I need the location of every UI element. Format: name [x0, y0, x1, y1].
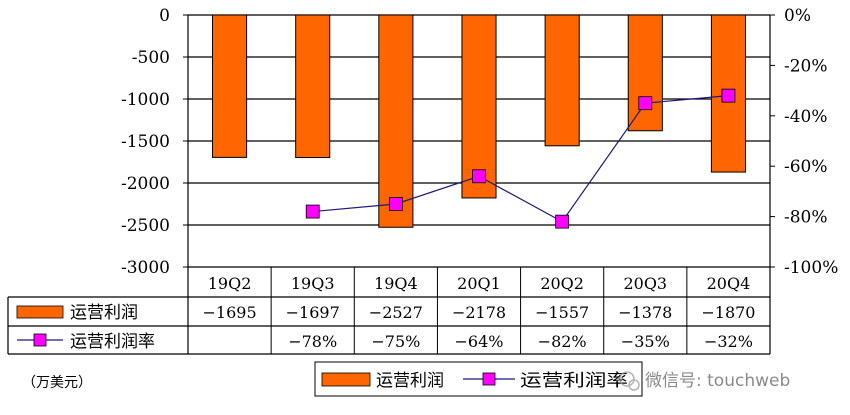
- profit-value-20Q4: −1870: [701, 303, 755, 322]
- legend-key-bar: [321, 372, 371, 387]
- category-label-20Q4: 20Q4: [707, 274, 751, 293]
- profit-value-20Q3: −1378: [618, 303, 672, 322]
- margin-point-20Q1: [472, 169, 486, 184]
- left-tick-label: -500: [132, 48, 170, 68]
- legend-label-profit: 运营利润: [376, 371, 444, 391]
- margin-value-19Q3: −78%: [288, 332, 337, 351]
- profit-value-19Q2: −1695: [203, 303, 257, 322]
- left-tick-label: -3000: [121, 258, 170, 278]
- right-tick-label: -20%: [784, 56, 828, 76]
- category-label-19Q3: 19Q3: [291, 274, 335, 293]
- bar-19Q3: [295, 14, 331, 159]
- category-label-20Q2: 20Q2: [540, 274, 584, 293]
- right-axis: 0% -20% -40% -60% -80% -100%: [770, 6, 838, 278]
- bar-20Q1: [461, 14, 497, 199]
- left-tick-label: -2000: [121, 174, 170, 194]
- margin-point-20Q4: [721, 88, 736, 103]
- bar-19Q4: [378, 14, 414, 228]
- bar-20Q3: [627, 14, 663, 132]
- profit-value-20Q1: −2178: [452, 303, 506, 322]
- right-tick-label: -40%: [784, 107, 828, 127]
- row-label-profit: 运营利润: [70, 303, 138, 323]
- wechat-bubble-small: [628, 379, 640, 391]
- category-label-19Q2: 19Q2: [208, 274, 252, 293]
- margin-series-line: [312, 95, 729, 223]
- watermark: 微信号: touchweb: [619, 371, 790, 391]
- category-label-20Q1: 20Q1: [457, 274, 501, 293]
- right-tick-label: -100%: [784, 258, 838, 278]
- row-label-margin: 运营利润率: [70, 332, 155, 352]
- margin-value-20Q4: −32%: [704, 332, 753, 351]
- bar-19Q2: [212, 14, 248, 158]
- legend-key-marker: [482, 372, 496, 386]
- category-label-19Q4: 19Q4: [374, 274, 418, 293]
- legend: 运营利润 运营利润率: [314, 361, 643, 397]
- left-axis: 0 -500 -1000 -1500 -2000 -2500 -3000: [121, 6, 188, 278]
- left-tick-label: -2500: [121, 216, 170, 236]
- margin-value-20Q1: −64%: [455, 332, 504, 351]
- profit-value-19Q4: −2527: [369, 303, 423, 322]
- margin-value-20Q2: −82%: [538, 332, 587, 351]
- wechat-icon: [619, 371, 640, 391]
- table-key-bar: [16, 305, 64, 319]
- bars: [212, 14, 746, 228]
- left-tick-label: 0: [159, 6, 170, 26]
- table-key-marker: [33, 333, 47, 347]
- margin-point-19Q4: [388, 197, 403, 211]
- margin-point-20Q2: [555, 214, 570, 229]
- right-tick-label: -60%: [784, 157, 828, 177]
- right-tick-label: 0%: [784, 6, 811, 26]
- margin-value-19Q4: −75%: [371, 332, 420, 351]
- margin-line: [305, 88, 736, 229]
- data-table: 19Q2 19Q3 19Q4 20Q1 20Q2 20Q3 20Q4 运营利润 −1695 −16…: [7, 267, 770, 391]
- left-tick-label: -1500: [121, 132, 170, 152]
- unit-note: （万美元）: [22, 375, 92, 391]
- margin-point-19Q3: [305, 204, 320, 219]
- left-tick-label: -1000: [121, 90, 170, 110]
- profit-value-20Q2: −1557: [535, 303, 589, 322]
- profit-value-19Q3: −1697: [286, 303, 340, 322]
- wechat-bubble-large: [619, 371, 635, 387]
- category-label-20Q3: 20Q3: [623, 274, 667, 293]
- margin-value-20Q3: −35%: [621, 332, 670, 351]
- margin-point-20Q3: [638, 96, 653, 111]
- bar-20Q2: [544, 14, 580, 147]
- watermark-text: 微信号: touchweb: [645, 371, 790, 391]
- right-tick-label: -80%: [784, 208, 828, 228]
- legend-label-margin: 运营利润率: [520, 371, 628, 391]
